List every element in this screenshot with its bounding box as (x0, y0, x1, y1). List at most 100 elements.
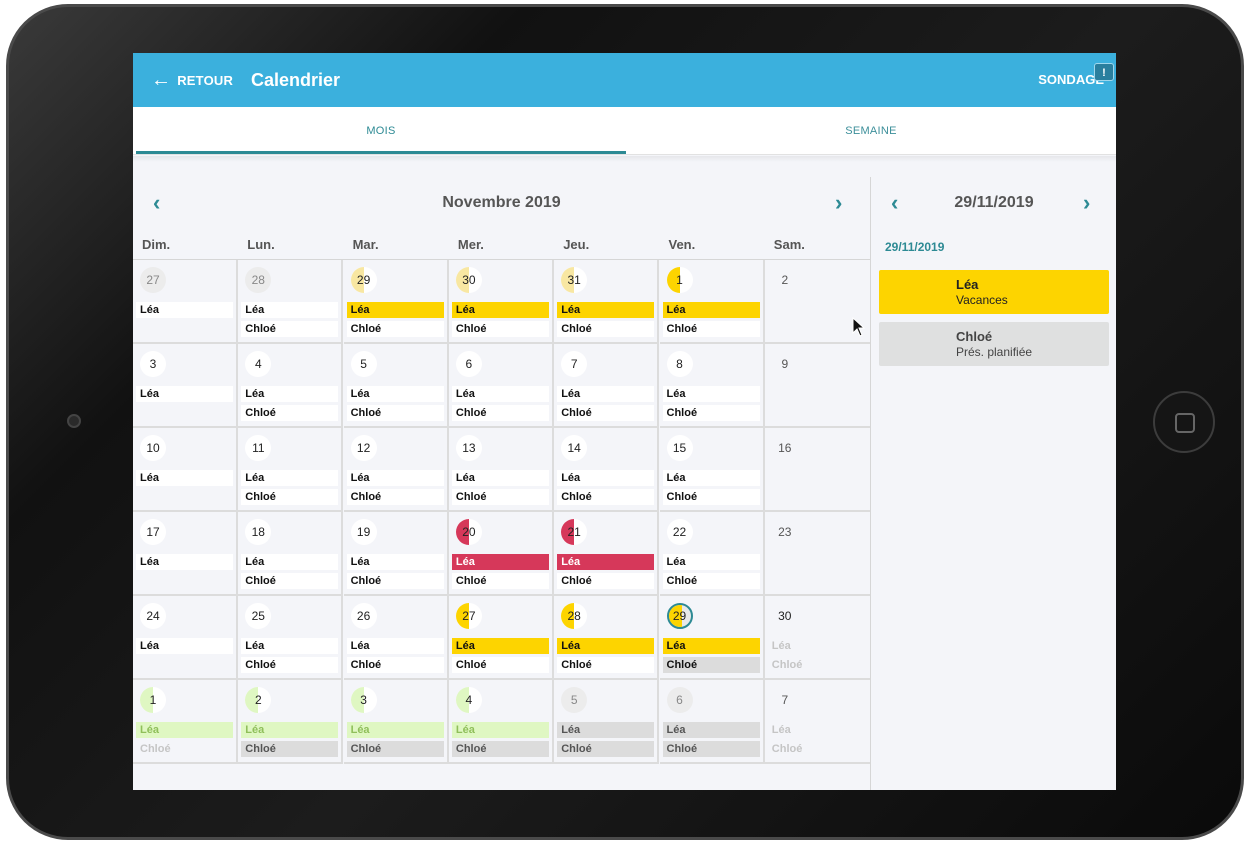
day-cell[interactable]: 26 Léa Chloé (343, 596, 449, 680)
day-number-text: 16 (778, 441, 792, 455)
day-cell[interactable]: 1 Léa Chloé (133, 680, 238, 764)
day-number: 18 (245, 519, 272, 545)
presence-lea: Léa (662, 638, 760, 654)
day-cell[interactable]: 3 Léa Chloé (343, 680, 449, 764)
day-number-text: 17 (146, 525, 160, 539)
day-cell[interactable]: 27 Léa (133, 260, 238, 344)
selected-date-label: 29/11/2019 (885, 240, 945, 254)
day-cell[interactable]: 6 Léa Chloé (448, 344, 554, 428)
day-number: 7 (561, 351, 588, 377)
presence-chloe: Chloé (662, 321, 760, 337)
day-cell[interactable]: 16 (764, 428, 870, 512)
event-card[interactable]: Chloé Prés. planifiée (879, 322, 1109, 366)
day-cell[interactable]: 28 Léa Chloé (238, 260, 344, 344)
day-cell[interactable]: 15 Léa Chloé (659, 428, 765, 512)
presence-chloe: Chloé (557, 321, 655, 337)
event-person: Léa (956, 277, 979, 292)
presence-lea: Léa (346, 470, 444, 486)
day-cell[interactable]: 23 (764, 512, 870, 596)
event-type: Vacances (956, 293, 1008, 307)
day-cell[interactable]: 11 Léa Chloé (238, 428, 344, 512)
presence-chloe: Chloé (662, 489, 760, 505)
month-title: Novembre 2019 (442, 194, 561, 211)
presence-chloe: Chloé (346, 573, 444, 589)
day-number: 15 (666, 435, 693, 461)
day-cell[interactable]: 6 Léa Chloé (659, 680, 765, 764)
presence-lea: Léa (346, 722, 444, 738)
day-number-text: 3 (149, 357, 157, 371)
day-cell[interactable]: 7 Léa Chloé (764, 680, 870, 764)
day-cell[interactable]: 29 Léa Chloé (659, 596, 765, 680)
day-cell[interactable]: 31 Léa Chloé (554, 260, 660, 344)
day-cell[interactable]: 25 Léa Chloé (238, 596, 344, 680)
day-number: 14 (561, 435, 588, 461)
presence-chloe: Chloé (451, 573, 549, 589)
day-number-text: 5 (360, 357, 367, 371)
tab-week[interactable]: SEMAINE (845, 125, 897, 137)
day-cell[interactable]: 9 (764, 344, 870, 428)
day-number: 11 (245, 435, 272, 461)
presence-chloe: Chloé (346, 405, 444, 421)
presence-chloe: Chloé (241, 489, 339, 505)
day-cell[interactable]: 14 Léa Chloé (554, 428, 660, 512)
event-card[interactable]: Léa Vacances (879, 270, 1109, 314)
day-cell[interactable]: 4 Léa Chloé (448, 680, 554, 764)
day-number-text: 29 (356, 273, 371, 287)
day-cell[interactable]: 2 Léa Chloé (238, 680, 344, 764)
day-number-text: 10 (146, 441, 160, 455)
presence-chloe: Chloé (662, 573, 760, 589)
day-cell[interactable]: 30 Léa Chloé (448, 260, 554, 344)
presence-lea: Léa (451, 554, 549, 570)
day-cell[interactable]: 13 Léa Chloé (448, 428, 554, 512)
day-number-text: 30 (778, 609, 792, 623)
chevron-left-icon[interactable]: ‹ (153, 190, 161, 215)
home-square-icon (1175, 413, 1195, 433)
day-number: 29 (350, 267, 377, 293)
weekday-label: Sam. (773, 237, 805, 252)
presence-lea: Léa (241, 638, 339, 654)
back-button[interactable]: ← RETOUR (151, 53, 233, 107)
day-cell[interactable]: 28 Léa Chloé (554, 596, 660, 680)
day-cell[interactable]: 2 (764, 260, 870, 344)
day-cell[interactable]: 3 Léa (133, 344, 238, 428)
day-cell[interactable]: 29 Léa Chloé (343, 260, 449, 344)
calendar-header: ‹ Novembre 2019 › (133, 177, 870, 231)
day-cell[interactable]: 30 Léa Chloé (764, 596, 870, 680)
day-cell[interactable]: 24 Léa (133, 596, 238, 680)
day-cell[interactable]: 7 Léa Chloé (554, 344, 660, 428)
day-cell[interactable]: 12 Léa Chloé (343, 428, 449, 512)
home-button[interactable] (1153, 391, 1215, 453)
day-cell[interactable]: 20 Léa Chloé (448, 512, 554, 596)
day-number-text: 5 (570, 693, 578, 707)
day-cell[interactable]: 8 Léa Chloé (659, 344, 765, 428)
day-number: 5 (561, 687, 588, 713)
chevron-left-icon[interactable]: ‹ (891, 190, 899, 215)
presence-lea: Léa (241, 302, 339, 318)
presence-chloe: Chloé (241, 321, 339, 337)
day-cell[interactable]: 5 Léa Chloé (343, 344, 449, 428)
day-cell[interactable]: 5 Léa Chloé (554, 680, 660, 764)
survey-button[interactable]: SONDAGE (1038, 72, 1104, 87)
chevron-right-icon[interactable]: › (835, 190, 843, 215)
day-cell[interactable]: 1 Léa Chloé (659, 260, 765, 344)
day-cell[interactable]: 10 Léa (133, 428, 238, 512)
day-cell[interactable]: 21 Léa Chloé (554, 512, 660, 596)
presence-chloe: Chloé (557, 573, 655, 589)
day-cell[interactable]: 19 Léa Chloé (343, 512, 449, 596)
tabs-shadow (133, 156, 1116, 162)
day-cell[interactable]: 22 Léa Chloé (659, 512, 765, 596)
tab-month[interactable]: MOIS (136, 107, 626, 154)
day-number: 6 (455, 351, 482, 377)
day-number: 24 (140, 603, 166, 629)
presence-lea: Léa (451, 386, 549, 402)
day-cell[interactable]: 27 Léa Chloé (448, 596, 554, 680)
presence-lea: Léa (557, 470, 655, 486)
day-cell[interactable]: 17 Léa (133, 512, 238, 596)
chevron-right-icon[interactable]: › (1083, 190, 1091, 215)
presence-chloe: Chloé (557, 405, 655, 421)
day-number-text: 11 (252, 441, 265, 455)
day-number-text: 2 (254, 693, 262, 707)
day-cell[interactable]: 4 Léa Chloé (238, 344, 344, 428)
day-cell[interactable]: 18 Léa Chloé (238, 512, 344, 596)
presence-chloe: Chloé (140, 743, 171, 755)
